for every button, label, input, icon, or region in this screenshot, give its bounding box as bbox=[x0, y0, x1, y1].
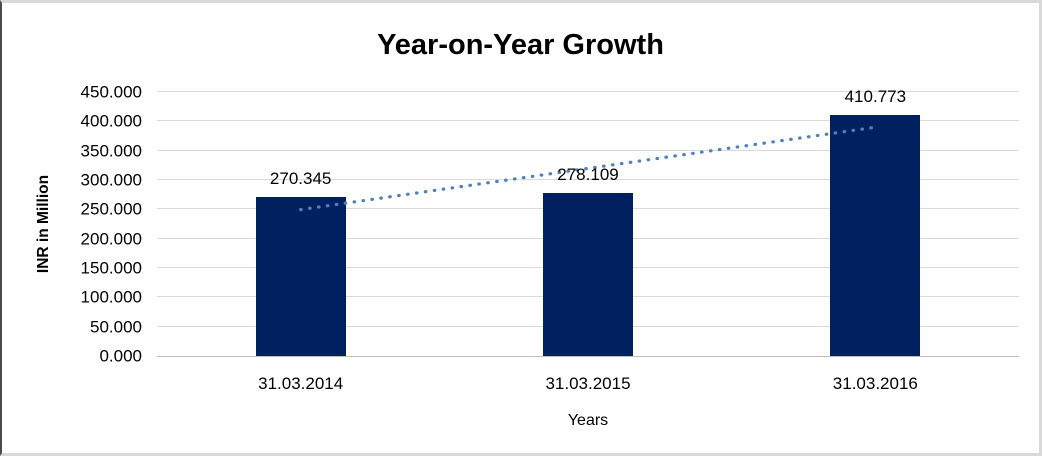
plot-area: 270.345 278.109 410.773 bbox=[157, 88, 1019, 357]
bar bbox=[543, 192, 633, 356]
x-tick-label: 31.03.2015 bbox=[545, 374, 631, 393]
y-tick-label: 250.000 bbox=[80, 199, 142, 219]
y-tick-label: 350.000 bbox=[80, 141, 142, 161]
x-tick-label: 31.03.2016 bbox=[832, 374, 918, 393]
x-axis-labels: 31.03.2014 31.03.2015 31.03.2016 bbox=[2, 375, 1039, 397]
y-tick-label: 150.000 bbox=[80, 258, 142, 278]
y-tick-label: 400.000 bbox=[80, 111, 142, 131]
y-tick-label: 450.000 bbox=[80, 82, 142, 102]
y-tick-label: 100.000 bbox=[80, 287, 142, 307]
gridline bbox=[157, 91, 1019, 92]
bar-value-label: 278.109 bbox=[557, 164, 619, 184]
y-tick-label: 300.000 bbox=[80, 170, 142, 190]
y-tick-label: 50.000 bbox=[90, 317, 142, 337]
y-axis-labels: 0.000 50.000 100.000 150.000 200.000 250.000 3… bbox=[2, 3, 142, 453]
bar-value-label: 270.345 bbox=[269, 169, 332, 189]
x-axis-title: Years bbox=[567, 412, 609, 429]
y-tick-label: 0.000 bbox=[99, 346, 142, 366]
x-tick-label: 31.03.2014 bbox=[258, 374, 344, 393]
x-axis-line bbox=[157, 356, 1019, 357]
chart-title: Year-on-Year Growth bbox=[377, 29, 664, 61]
bar-value-label: 410.773 bbox=[844, 87, 907, 107]
bar bbox=[255, 197, 346, 356]
bar bbox=[830, 115, 921, 356]
y-tick-label: 200.000 bbox=[80, 229, 142, 249]
gridline bbox=[157, 120, 1019, 122]
